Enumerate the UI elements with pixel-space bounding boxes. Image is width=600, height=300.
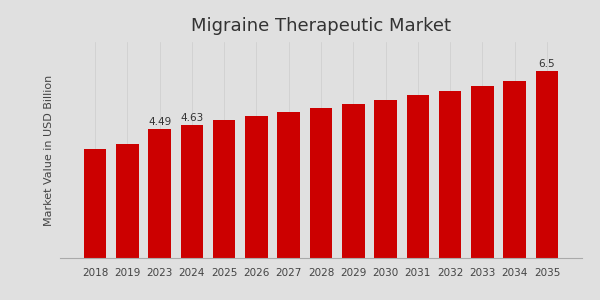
Bar [471, 86, 494, 258]
Title: Migraine Therapeutic Market: Migraine Therapeutic Market [191, 17, 451, 35]
Bar [181, 125, 203, 258]
Text: 4.63: 4.63 [180, 112, 203, 123]
Y-axis label: Market Value in USD Billion: Market Value in USD Billion [44, 74, 55, 226]
Bar [503, 81, 526, 258]
Bar [213, 120, 235, 258]
Bar [536, 71, 558, 258]
Bar [407, 95, 429, 258]
Bar [277, 112, 300, 258]
Bar [439, 91, 461, 258]
Bar [310, 108, 332, 258]
Text: 6.5: 6.5 [539, 59, 555, 69]
Text: 4.49: 4.49 [148, 117, 171, 127]
Bar [342, 104, 365, 258]
Bar [148, 129, 171, 258]
Bar [84, 149, 106, 258]
Bar [245, 116, 268, 258]
Bar [116, 144, 139, 258]
Bar [374, 100, 397, 258]
